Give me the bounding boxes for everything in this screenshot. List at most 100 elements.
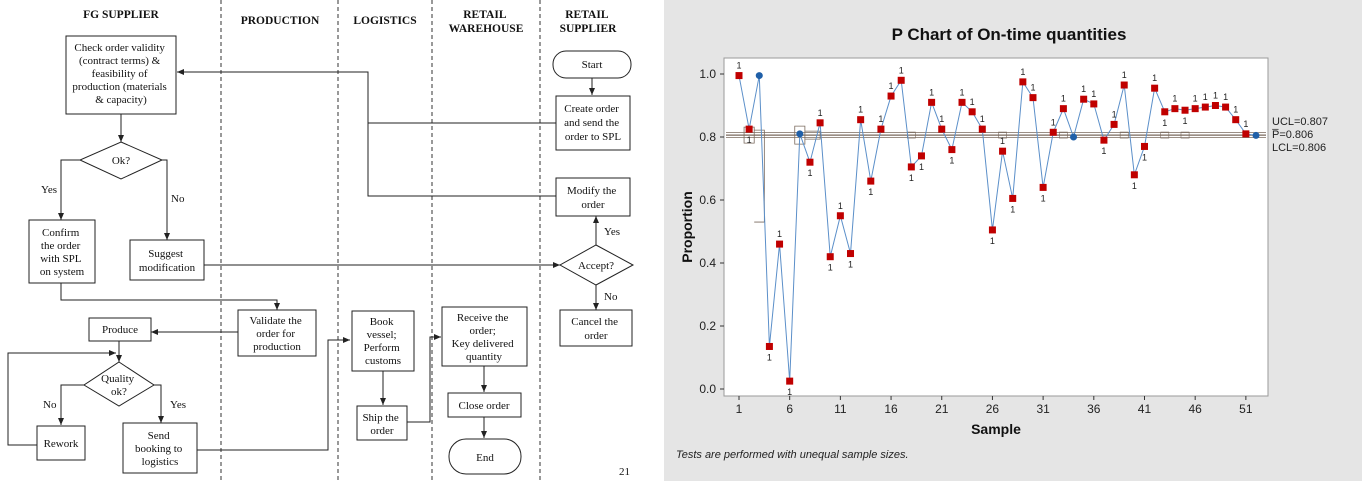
flow-edges [7,69,599,451]
y-tick-label: 0.4 [699,256,716,270]
limit-step [754,129,765,223]
test-failure-label: 1 [858,105,863,115]
test-failure-label: 1 [1010,204,1015,214]
test-failure-label: 1 [1213,91,1218,101]
test-failure-label: 1 [1112,109,1117,119]
svg-text:Check order validity (co: Check order validity (contract terms) & … [72,42,169,106]
out-of-control-point [1110,120,1118,128]
limit-step [1180,131,1190,139]
center-line-label: P̅=0.806 [1271,129,1313,141]
series-line [738,75,1257,382]
out-of-control-point [847,250,855,258]
node-start: Start [552,50,632,79]
in-control-point [796,130,804,138]
test-failure-label: 1 [1172,94,1177,104]
test-failure-label: 1 [767,352,772,362]
x-tick-label: 11 [834,402,847,416]
x-tick-label: 46 [1188,402,1202,416]
out-of-control-point [1181,106,1189,114]
svg-text:Ship the order: Ship the order [362,412,401,437]
node-check-order: Check order validity (contract terms) & … [65,35,177,115]
x-tick-label: 21 [935,402,949,416]
out-of-control-point [1201,103,1209,111]
limit-step [1160,131,1170,139]
node-confirm-order: Confirm the order with SPL on system [28,219,96,284]
test-failure-label: 1 [1162,118,1167,128]
out-of-control-point [867,177,875,185]
edge-label-quality-no: No [43,399,57,411]
y-tick-label: 0.0 [699,382,716,396]
node-accept-decision: Accept? [558,244,635,286]
out-of-control-point [1211,102,1219,109]
out-of-control-point [1151,84,1159,92]
out-of-control-point [1222,103,1230,111]
order-process-flowchart: FG SUPPLIER PRODUCTION LOGISTICS RETAIL … [7,0,635,481]
out-of-control-point [1049,128,1057,136]
test-failure-label: 1 [1101,146,1106,156]
limit-step [998,131,1007,139]
test-failure-label: 1 [929,87,934,97]
out-of-control-point [948,146,956,154]
node-receive-order: Receive the order; Key delivered quantit… [441,306,528,367]
out-of-control-point [938,125,946,133]
test-failure-label: 1 [1183,116,1188,126]
test-failure-label: 1 [1243,119,1248,129]
chart-title: P Chart of On-time quantities [892,25,1127,44]
test-failure-label: 1 [736,61,741,71]
svg-text:Book vessel; Perfo: Book vessel; Perform customs [364,316,403,367]
out-of-control-point [1242,130,1250,138]
out-of-control-point [1029,94,1037,102]
in-control-point [755,72,763,80]
node-rework: Rework [36,425,86,461]
test-failure-label: 1 [848,260,853,270]
edge-label-ok-no: No [171,193,185,205]
out-of-control-point [745,125,753,133]
y-axis: 0.0 0.2 0.4 0.6 0.8 1.0 [699,67,724,396]
lane-header-fg-supplier: FG SUPPLIER [83,9,159,21]
out-of-control-point [1140,142,1148,150]
test-failure-label: 1 [1030,83,1035,93]
x-tick-label: 1 [736,402,743,416]
limit-step [804,130,821,140]
out-of-control-point [928,98,936,106]
x-tick-label: 16 [884,402,898,416]
out-of-control-point [968,108,976,116]
out-of-control-point [1130,171,1138,179]
node-close-order: Close order [447,392,522,418]
test-failure-label: 1 [909,173,914,183]
ucl-label: UCL=0.807 [1272,116,1328,128]
test-failure-label: 1 [828,263,833,273]
test-failure-label: 1 [1223,92,1228,102]
node-book-vessel: Book vessel; Perform customs [351,310,415,372]
out-of-control-point [978,125,986,133]
x-axis: 1 6 11 16 21 26 31 36 41 46 51 [736,396,1253,416]
test-failure-label: 1 [838,201,843,211]
page-number: 21 [619,466,630,478]
edge-label-quality-yes: Yes [170,399,186,411]
test-failure-label: 1 [949,156,954,166]
test-failure-label: 1 [1081,84,1086,94]
lane-header-retail-warehouse: RETAIL WAREHOUSE [449,9,524,35]
out-of-control-point [1090,100,1098,108]
test-failure-label: 1 [1193,94,1198,104]
test-failure-label: 1 [1051,117,1056,127]
chart-footnote: Tests are performed with unequal sample … [676,449,909,461]
out-of-control-point [1171,105,1179,113]
svg-text:Produce: Produce [102,324,138,336]
test-failure-label: 1 [1000,136,1005,146]
test-failure-label: 1 [899,65,904,75]
y-tick-label: 1.0 [699,67,716,81]
plot-area [723,57,1269,397]
svg-text:Cancel the order: Cancel the order [571,316,620,342]
out-of-control-point [1120,81,1128,89]
limit-step [1059,131,1068,139]
out-of-control-point [826,253,834,261]
test-failure-label: 1 [939,114,944,124]
out-of-control-point [877,125,885,133]
out-of-control-point [735,72,743,80]
test-failure-label: 1 [868,187,873,197]
edge-label-accept-yes: Yes [604,226,620,238]
node-create-order: Create order and send the order to SPL [555,95,631,151]
test-failure-label: 1 [1091,89,1096,99]
node-modify-order: Modify the order [555,177,631,217]
